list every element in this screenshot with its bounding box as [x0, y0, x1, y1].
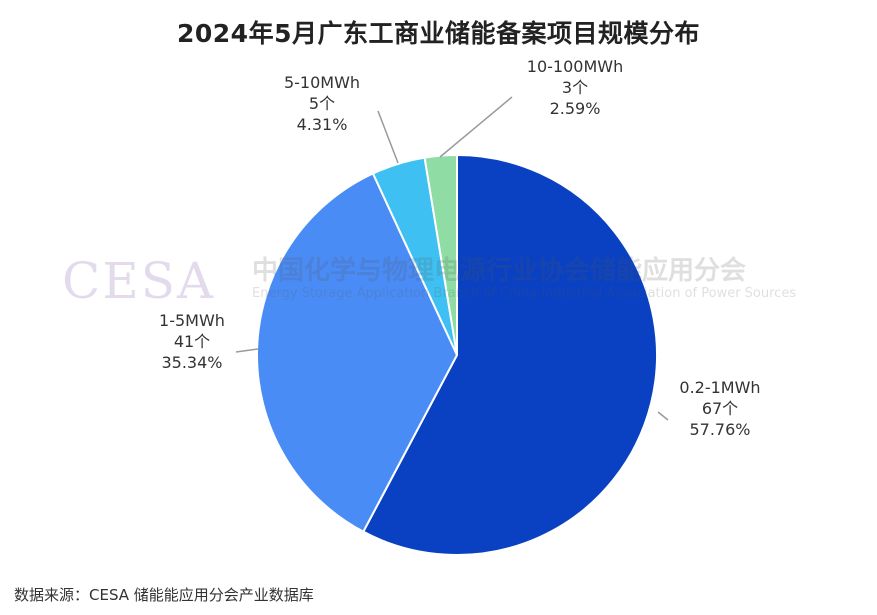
slice-count-1: 41个 [174, 332, 210, 351]
data-source: 数据来源：CESA 储能能应用分会产业数据库 [14, 586, 314, 604]
slice-percent-3: 2.59% [550, 99, 601, 118]
slice-count-0: 67个 [702, 399, 738, 418]
slice-label-2: 5-10MWh [284, 73, 360, 92]
slice-count-3: 3个 [562, 78, 588, 97]
slice-label-3: 10-100MWh [527, 57, 623, 76]
leader-line-2 [377, 110, 399, 164]
slice-percent-0: 57.76% [689, 420, 750, 439]
chart-title: 2024年5月广东工商业储能备案项目规模分布 [177, 19, 700, 48]
leader-line-3 [439, 96, 513, 158]
slice-count-2: 5个 [309, 94, 335, 113]
slice-label-1: 1-5MWh [159, 311, 225, 330]
pie-slice-0 [361, 153, 658, 556]
slice-label-0: 0.2-1MWh [679, 378, 760, 397]
leader-line-1 [235, 348, 259, 353]
slice-percent-2: 4.31% [297, 115, 348, 134]
leader-line-0 [657, 411, 669, 421]
slice-percent-1: 35.34% [161, 353, 222, 372]
